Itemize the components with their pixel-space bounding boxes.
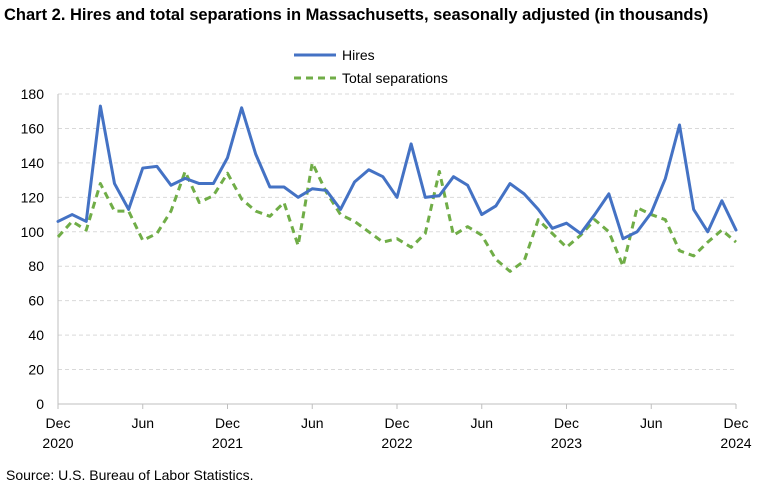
x-tick-label-jun-6: Jun — [131, 415, 154, 431]
chart-source: Source: U.S. Bureau of Labor Statistics. — [6, 467, 254, 483]
chart-title: Chart 2. Hires and total separations in … — [4, 6, 709, 24]
x-tick-year-2022: 2022 — [381, 435, 412, 451]
x-tick-label-jun-18: Jun — [301, 415, 324, 431]
x-tick-label-dec-48: Dec — [724, 415, 749, 431]
series-line-total-separations — [56, 161, 737, 273]
x-tick-label-dec-0: Dec — [46, 415, 71, 431]
legend-label-hires: Hires — [342, 47, 375, 63]
y-tick-label-20: 20 — [28, 362, 44, 378]
y-tick-label-0: 0 — [36, 396, 44, 412]
y-tick-label-180: 180 — [21, 86, 45, 102]
series-line-hires — [56, 104, 738, 241]
y-tick-label-60: 60 — [28, 293, 44, 309]
y-tick-label-160: 160 — [21, 120, 45, 136]
x-tick-year-2024: 2024 — [720, 435, 751, 451]
x-tick-year-2023: 2023 — [551, 435, 582, 451]
y-tick-label-80: 80 — [28, 258, 44, 274]
x-tick-label-jun-42: Jun — [640, 415, 663, 431]
y-tick-label-40: 40 — [28, 327, 44, 343]
y-tick-label-140: 140 — [21, 155, 45, 171]
legend-label-total-separations: Total separations — [342, 70, 448, 86]
y-tick-label-120: 120 — [21, 189, 45, 205]
x-tick-label-dec-24: Dec — [385, 415, 410, 431]
x-tick-year-2021: 2021 — [212, 435, 243, 451]
x-tick-year-2020: 2020 — [42, 435, 73, 451]
y-tick-label-100: 100 — [21, 224, 45, 240]
x-tick-label-jun-30: Jun — [470, 415, 493, 431]
x-tick-label-dec-12: Dec — [215, 415, 240, 431]
x-tick-label-dec-36: Dec — [554, 415, 579, 431]
